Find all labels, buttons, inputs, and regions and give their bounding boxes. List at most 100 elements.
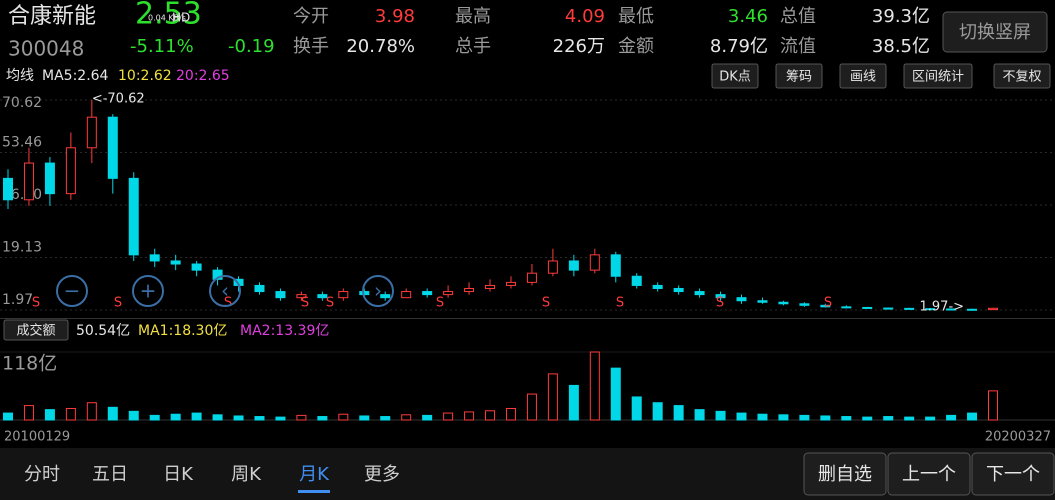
- volume-bar: [86, 402, 97, 421]
- nav-button[interactable]: 上一个: [887, 452, 971, 496]
- zoom-circle: [209, 275, 241, 307]
- toolbar-button[interactable]: 区间统计: [903, 63, 973, 89]
- candle-body: [275, 291, 286, 299]
- button-frame: [903, 63, 973, 89]
- volume-bar: [715, 410, 726, 421]
- nav-button[interactable]: 下一个: [971, 452, 1055, 496]
- tab[interactable]: 更多: [364, 464, 400, 485]
- volume-bar: [44, 409, 55, 421]
- candle-body: [778, 301, 789, 305]
- toolbar-button[interactable]: 画线: [839, 63, 887, 89]
- toolbar-button[interactable]: DK点: [711, 63, 759, 89]
- price: 2.53: [135, 0, 202, 32]
- candle-body: [673, 287, 684, 293]
- signal: S: [616, 296, 624, 311]
- candle-body: [65, 147, 76, 195]
- zoom-button[interactable]: −: [56, 275, 88, 307]
- signal: S: [824, 296, 832, 311]
- net-speed: 0.04 KB/s: [148, 14, 186, 23]
- zoom-button[interactable]: ›: [362, 275, 394, 307]
- y-tick-label: 118亿: [2, 353, 57, 375]
- volume-bar: [3, 412, 13, 421]
- stock-code: 300048: [8, 37, 84, 61]
- candle-body: [589, 254, 600, 271]
- candle-body: [736, 297, 747, 302]
- candle-body: [86, 116, 97, 149]
- volume-bar: [841, 416, 852, 421]
- volume-bar: [904, 416, 915, 421]
- zoom-circle: [132, 275, 164, 307]
- volume-bar: [883, 416, 894, 421]
- stat-value: 20.78%: [346, 36, 415, 57]
- end-date: 20200327: [985, 430, 1051, 445]
- stat-label: 金额: [618, 36, 654, 57]
- volume-bar: [296, 414, 307, 421]
- tab[interactable]: 月K: [299, 464, 330, 485]
- candle-body: [401, 291, 412, 299]
- volume-bar: [652, 402, 663, 421]
- button-text: 画线: [850, 70, 876, 85]
- candle-body: [505, 281, 516, 286]
- zoom-button[interactable]: +: [132, 275, 164, 307]
- stat-label: 流值: [780, 36, 816, 57]
- tab[interactable]: 日K: [163, 464, 194, 485]
- candle-body: [128, 177, 139, 256]
- rotate-button[interactable]: 切换竖屏: [942, 11, 1048, 53]
- button-frame: [803, 452, 887, 496]
- volume-bar: [694, 409, 705, 421]
- volume-bar: [23, 405, 34, 421]
- volume-bar: [380, 416, 391, 421]
- stat-label: 总手: [455, 36, 491, 57]
- y-tick-label: 70.62: [2, 95, 42, 111]
- candle-body: [443, 291, 454, 296]
- volume-bar: [254, 416, 265, 421]
- volume-bar: [862, 416, 873, 421]
- low-note: 1.97->: [920, 300, 965, 315]
- toolbar-button[interactable]: 筹码: [775, 63, 823, 89]
- signal: S: [542, 296, 550, 311]
- candle-body: [191, 263, 202, 271]
- candle-body: [547, 260, 558, 274]
- change-pct: -5.11%: [130, 36, 194, 57]
- candle-body: [568, 260, 579, 271]
- candle-body: [170, 260, 181, 265]
- candle-body: [967, 308, 978, 311]
- candle-body: [631, 275, 642, 286]
- tab-underline: [298, 490, 330, 493]
- candle-body: [254, 284, 265, 293]
- button-text: DK点: [719, 70, 751, 85]
- divider: [0, 318, 1055, 319]
- volume-bar: [589, 351, 600, 421]
- stat-value: 8.79亿: [710, 36, 768, 57]
- zoom-icon: +: [140, 279, 157, 303]
- stat-label: 换手: [293, 36, 329, 57]
- volume-bar: [757, 413, 768, 421]
- stat-value: 38.5亿: [872, 36, 930, 57]
- volume-bar: [485, 410, 496, 421]
- tab[interactable]: 五日: [92, 464, 128, 485]
- volume-tab[interactable]: 成交额: [3, 319, 69, 341]
- candle-body: [485, 284, 496, 289]
- zoom-button[interactable]: ‹: [209, 275, 241, 307]
- candle-body: [296, 294, 307, 299]
- volume-ma2: MA2:13.39亿: [240, 323, 329, 339]
- volume-bar: [547, 373, 558, 421]
- tab[interactable]: 周K: [231, 464, 262, 485]
- ma10: 10:2.62: [118, 68, 172, 84]
- volume-last: 50.54亿: [76, 323, 130, 339]
- volume-bar: [191, 412, 202, 421]
- tab[interactable]: 分时: [24, 464, 60, 485]
- candle-body: [820, 304, 831, 308]
- nav-button[interactable]: 删自选: [803, 452, 887, 496]
- volume-bar: [149, 414, 160, 421]
- zoom-icon: ‹: [221, 279, 229, 303]
- volume-bar: [526, 393, 537, 421]
- volume-bar: [443, 412, 454, 421]
- signal: S: [32, 296, 40, 311]
- signal: S: [326, 296, 334, 311]
- stat-label: 最高: [455, 6, 491, 27]
- candle-body: [610, 254, 621, 277]
- toolbar-button[interactable]: 不复权: [993, 63, 1051, 89]
- stat-label: 今开: [293, 6, 329, 27]
